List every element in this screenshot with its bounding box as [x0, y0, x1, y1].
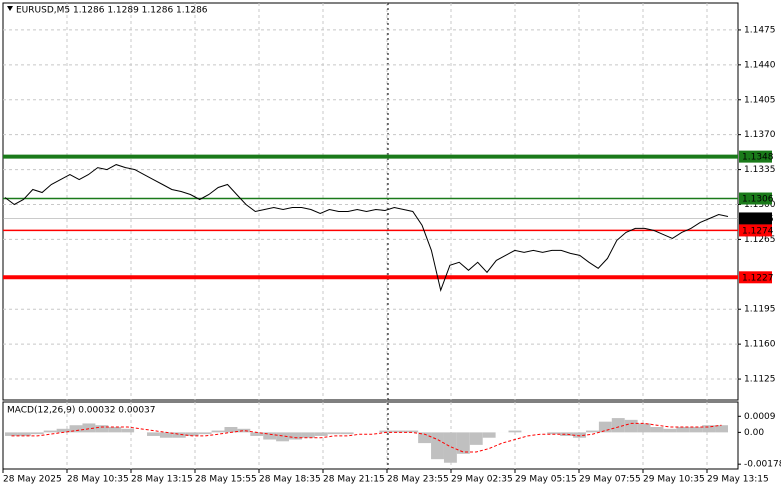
- y-tick-label: 1.1300: [744, 200, 776, 210]
- y-tick-label: 1.1475: [744, 25, 776, 35]
- macd-bar: [224, 427, 238, 433]
- macd-bar: [250, 432, 264, 436]
- chart-title: EURUSD,M5 1.1286 1.1289 1.1286 1.1286: [16, 6, 208, 16]
- menu-arrow: [7, 6, 13, 11]
- y-tick-label: 1.1335: [744, 165, 776, 175]
- macd-bar: [327, 432, 341, 435]
- macd-bar: [508, 430, 522, 433]
- macd-bar: [56, 428, 70, 433]
- macd-bar: [17, 432, 31, 436]
- macd-bar: [276, 432, 290, 442]
- level-tag: [739, 224, 772, 237]
- macd-bar: [624, 419, 638, 433]
- y-tick-label: 1.1370: [744, 130, 776, 140]
- level-label: 1.1227: [742, 273, 774, 283]
- macd-bar: [69, 425, 83, 433]
- level-tag: [739, 150, 772, 163]
- level-tag: [739, 271, 772, 284]
- macd-bar: [560, 432, 574, 436]
- macd-bar: [689, 427, 703, 433]
- macd-bar: [108, 427, 122, 433]
- y-tick-label: 1.1160: [744, 340, 776, 350]
- y-tick-label: 1.1195: [744, 305, 776, 315]
- price-line: [4, 164, 729, 293]
- macd-bar: [637, 423, 651, 433]
- macd-tick-label: -0.00178: [744, 460, 781, 470]
- macd-bar: [237, 428, 251, 433]
- macd-bar: [340, 432, 354, 435]
- macd-bar: [715, 425, 728, 433]
- macd-bar: [598, 421, 612, 433]
- macd-bar: [611, 418, 625, 433]
- x-tick-label: 28 May 10:35: [67, 475, 129, 485]
- level-label: 1.1274: [742, 226, 774, 236]
- x-tick-label: 29 May 07:55: [579, 475, 641, 485]
- y-tick-label: 1.1125: [744, 375, 776, 385]
- macd-bar: [185, 432, 199, 436]
- macd-bar: [443, 432, 457, 463]
- macd-bar: [95, 425, 109, 433]
- macd-bar: [379, 430, 393, 433]
- x-tick-label: 28 May 23:55: [387, 475, 449, 485]
- macd-bar: [469, 432, 483, 445]
- macd-bar: [573, 432, 586, 438]
- main-panel: [2, 2, 739, 401]
- level-label: 1.1286: [742, 214, 774, 224]
- macd-bar: [392, 430, 406, 433]
- macd-bar: [43, 430, 57, 433]
- macd-bar: [482, 432, 496, 438]
- y-tick-label: 1.1265: [744, 235, 776, 245]
- level-label: 1.1306: [742, 195, 774, 205]
- macd-panel: [2, 401, 739, 470]
- macd-bar: [585, 430, 599, 433]
- x-tick-label: 29 May 05:15: [515, 475, 577, 485]
- x-tick-label: 29 May 13:15: [707, 475, 769, 485]
- x-tick-label: 29 May 10:35: [643, 475, 705, 485]
- macd-bar: [147, 432, 160, 436]
- macd-tick-label: 0.0009: [744, 412, 776, 422]
- x-tick-label: 29 May 02:35: [451, 475, 513, 485]
- macd-bar: [5, 432, 18, 436]
- level-label: 1.1348: [742, 153, 774, 163]
- macd-title: MACD(12,26,9) 0.00032 0.00037: [7, 406, 156, 416]
- x-tick-label: 28 May 2025: [3, 475, 62, 485]
- y-tick-label: 1.1405: [744, 95, 776, 105]
- macd-signal: [11, 422, 722, 453]
- macd-bar: [211, 430, 225, 433]
- y-tick-label: 1.1440: [744, 60, 776, 70]
- macd-bar: [431, 432, 444, 460]
- macd-bar: [456, 432, 470, 454]
- macd-bar: [121, 428, 135, 433]
- macd-bar: [301, 432, 315, 438]
- macd-bar: [405, 430, 419, 433]
- x-tick-label: 28 May 15:55: [195, 475, 257, 485]
- macd-bar: [289, 432, 302, 440]
- macd-bar: [418, 432, 432, 444]
- x-tick-label: 28 May 18:35: [259, 475, 321, 485]
- macd-bar: [650, 427, 664, 433]
- macd-bar: [172, 432, 186, 438]
- macd-bar: [702, 425, 716, 433]
- macd-bar: [30, 432, 44, 435]
- x-tick-label: 28 May 13:15: [131, 475, 193, 485]
- macd-bar: [263, 432, 277, 440]
- macd-bar: [314, 432, 328, 436]
- macd-bar: [676, 427, 690, 433]
- level-tag: [739, 212, 772, 225]
- macd-bar: [159, 432, 173, 438]
- layer: 28 May 2025 28 May 10:35 28 May 13:15 28 Ma…: [2, 3, 781, 485]
- x-tick-label: 28 May 21:15: [323, 475, 385, 485]
- macd-bar: [547, 432, 561, 435]
- level-tag: [739, 192, 772, 205]
- macd-bar: [198, 432, 212, 435]
- macd-tick-label: 0.00: [744, 428, 764, 438]
- macd-bar: [82, 423, 96, 433]
- macd-bar: [663, 428, 677, 433]
